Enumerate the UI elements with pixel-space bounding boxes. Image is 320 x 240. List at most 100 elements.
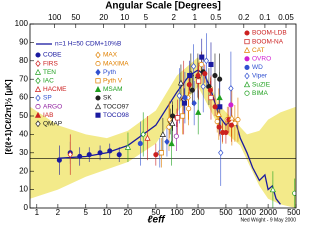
data-point: [228, 114, 235, 121]
data-point: [215, 110, 222, 117]
x-tick-label: 500: [219, 208, 233, 217]
legend-marker: [244, 72, 250, 80]
legend-label: Viper: [252, 73, 268, 80]
y-tick-label: 10: [19, 185, 28, 194]
legend-label: ARGO: [43, 103, 62, 110]
legend-label: SuZIE: [252, 81, 271, 88]
legend-marker: [95, 112, 101, 118]
legend-marker: [35, 104, 41, 110]
legend-marker: [243, 81, 251, 88]
x-tick-label: 5: [84, 208, 89, 217]
legend-marker: [35, 77, 41, 85]
data-point: [168, 140, 175, 147]
data-point: [97, 150, 103, 156]
legend-label: BOOM-LDB: [252, 30, 287, 37]
data-point: [235, 117, 241, 123]
data-point: [216, 94, 223, 101]
legend-label: Pyth V: [103, 78, 123, 85]
legend-label: WD: [252, 64, 263, 71]
chart: Angular Scale [Degrees] ℓeff Ned Wright …: [4, 0, 300, 226]
x-tick-label: 2000: [259, 208, 277, 217]
data-point: [176, 92, 182, 100]
data-point: [216, 124, 222, 130]
data-point: [159, 131, 166, 137]
y-axis-title: [ℓ(ℓ+1)Cℓ/2π]½ [μK]: [4, 79, 13, 154]
data-point: [186, 106, 192, 112]
data-point: [208, 61, 214, 68]
data-point: [186, 82, 192, 88]
y-tick-label: 90: [19, 38, 28, 47]
legend-label: n=1 H=50 CDM+10%B: [55, 41, 121, 48]
data-point: [212, 104, 218, 110]
legend-label: IAB: [43, 112, 53, 119]
y-tick-label: 20: [19, 166, 28, 175]
data-point: [179, 113, 186, 119]
legend-label: SK: [103, 95, 112, 102]
legend-marker: [95, 95, 101, 101]
data-point: [191, 99, 197, 107]
legend-marker: [244, 39, 250, 45]
legend-marker: [35, 120, 41, 128]
data-point: [198, 61, 204, 68]
legend-label: QMAP: [43, 121, 62, 128]
legend-label: TOCO97: [103, 103, 129, 110]
x2-tick-label: 0.1: [259, 13, 271, 22]
data-point: [217, 104, 223, 110]
y-tick-label: 40: [19, 130, 28, 139]
data-point: [166, 124, 172, 130]
data-point: [217, 76, 223, 82]
data-point: [144, 134, 151, 141]
data-point: [164, 138, 170, 146]
x-tick-label: 200: [191, 208, 205, 217]
data-point: [187, 72, 193, 79]
legend-marker: [244, 90, 250, 96]
legend-label: Pyth: [103, 69, 116, 76]
legend-marker: [244, 30, 250, 36]
legend-marker: [95, 51, 101, 59]
legend-marker: [95, 61, 101, 67]
data-point: [195, 108, 202, 115]
x2-tick-label: 100: [48, 13, 62, 22]
x2-tick-label: 5: [144, 13, 149, 22]
legend-label: MAX: [103, 52, 118, 59]
data-point: [199, 54, 205, 60]
legend-label: OVRO: [252, 56, 271, 63]
x2-tick-label: 0.5: [210, 13, 222, 22]
data-point: [207, 87, 213, 93]
data-point: [181, 100, 188, 106]
data-point: [190, 62, 197, 70]
legend-marker: [34, 86, 42, 92]
legend-marker: [34, 68, 42, 75]
legend-marker: [244, 56, 250, 62]
legend-marker: [35, 94, 41, 102]
legend-label: FIRS: [43, 60, 58, 67]
data-point: [189, 87, 195, 93]
data-point: [228, 102, 234, 108]
data-point: [169, 120, 176, 126]
x-tick-label: 100: [170, 208, 184, 217]
y-tick-label: 70: [19, 74, 28, 83]
data-point: [116, 152, 122, 158]
plot: [30, 33, 296, 208]
data-point: [173, 133, 179, 139]
data-point: [196, 78, 202, 84]
y-tick-label: 60: [19, 93, 28, 102]
legend-label: TOCO98: [103, 112, 129, 119]
y-tick-label: 80: [19, 56, 28, 65]
legend-label: TEN: [43, 69, 56, 76]
data-point: [182, 95, 188, 101]
x2-tick-label: 0.2: [238, 13, 250, 22]
data-point: [67, 151, 73, 159]
y-tick-label: 100: [15, 19, 29, 28]
x-tick-label: 5000: [287, 208, 300, 217]
legend-marker: [35, 60, 41, 67]
data-point: [124, 143, 132, 150]
legend-label: MAXIMA: [103, 60, 129, 67]
data-point: [166, 116, 173, 124]
data-point: [200, 83, 206, 90]
legend-marker: [243, 46, 251, 53]
legend-label: CAT: [252, 47, 265, 54]
data-point: [137, 141, 143, 147]
data-point: [212, 72, 218, 79]
data-point: [177, 79, 185, 86]
